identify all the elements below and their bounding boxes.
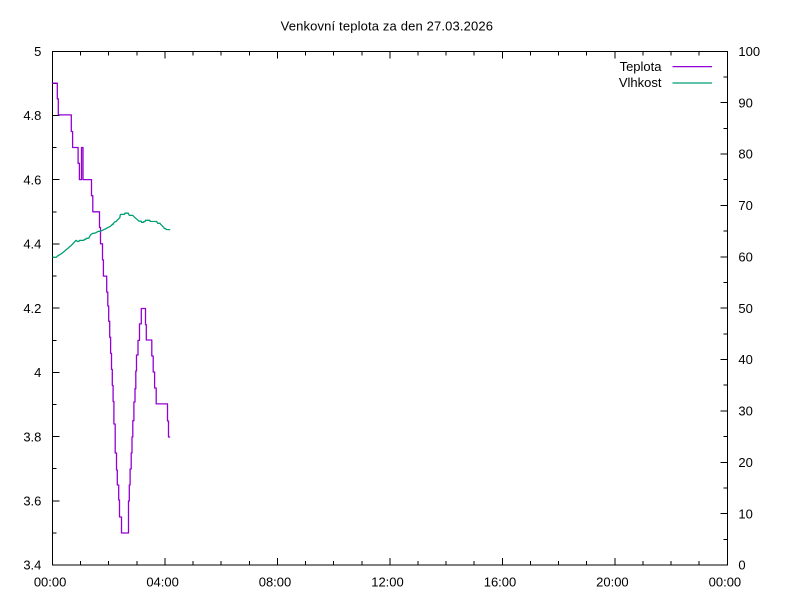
svg-text:20: 20 [738,455,752,470]
svg-text:0: 0 [738,558,745,573]
svg-text:10: 10 [738,506,752,521]
svg-text:3.8: 3.8 [23,429,41,444]
svg-text:40: 40 [738,352,752,367]
svg-text:Venkovní teplota za den 27.03.: Venkovní teplota za den 27.03.2026 [281,18,494,33]
svg-text:80: 80 [738,147,752,162]
svg-text:4.4: 4.4 [23,237,41,252]
svg-text:08:00: 08:00 [259,575,292,590]
svg-text:3.6: 3.6 [23,494,41,509]
svg-text:00:00: 00:00 [709,575,742,590]
svg-text:00:00: 00:00 [34,575,67,590]
svg-text:12:00: 12:00 [371,575,404,590]
svg-text:Vlhkost: Vlhkost [619,75,662,90]
svg-text:4.8: 4.8 [23,108,41,123]
svg-text:90: 90 [738,95,752,110]
svg-text:3.4: 3.4 [23,558,41,573]
svg-text:Teplota: Teplota [620,59,663,74]
svg-text:5: 5 [34,44,41,59]
svg-text:30: 30 [738,404,752,419]
svg-text:60: 60 [738,250,752,265]
svg-text:20:00: 20:00 [596,575,629,590]
svg-text:04:00: 04:00 [146,575,179,590]
svg-text:100: 100 [738,44,760,59]
svg-text:50: 50 [738,301,752,316]
svg-text:16:00: 16:00 [484,575,517,590]
svg-text:4.6: 4.6 [23,172,41,187]
svg-text:4: 4 [34,365,41,380]
svg-text:70: 70 [738,198,752,213]
svg-text:4.2: 4.2 [23,301,41,316]
